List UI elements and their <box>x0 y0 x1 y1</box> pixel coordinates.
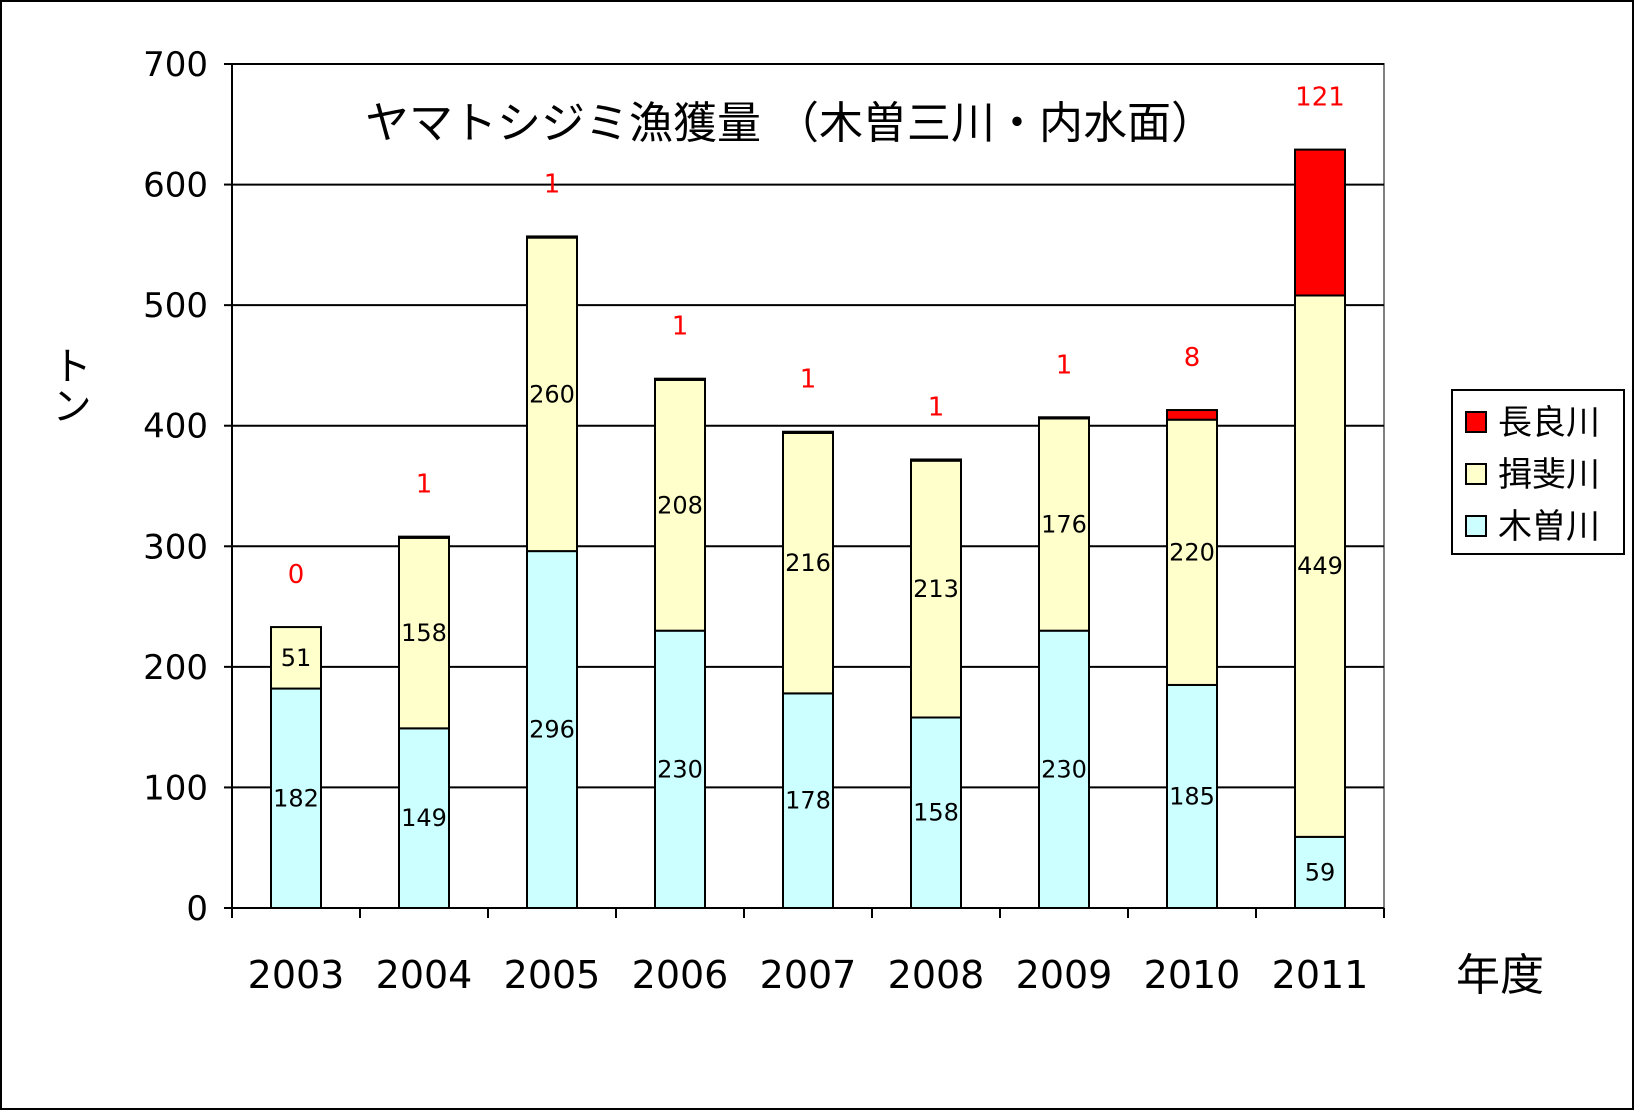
y-tick-label: 700 <box>143 45 208 85</box>
bar-2005-series-0 <box>526 550 578 909</box>
bar-2009-series-1 <box>1038 417 1090 632</box>
bars <box>270 148 1346 910</box>
x-axis-label: 年度 <box>1456 950 1544 1001</box>
data-label-2007-series-0: 178 <box>785 787 831 815</box>
data-label-2009-top: 1 <box>1056 350 1073 380</box>
bar-2004-series-0 <box>398 727 450 909</box>
y-axis-label: トン <box>45 345 91 425</box>
data-label-2004-series-0: 149 <box>401 804 447 832</box>
data-label-2010-top: 8 <box>1184 343 1201 373</box>
data-label-2010-series-1: 220 <box>1169 538 1215 566</box>
labels: 1825102003149158120042962601200523020812… <box>248 83 1369 997</box>
data-label-2005-top: 1 <box>544 169 561 199</box>
x-tick-label-2003: 2003 <box>248 953 345 997</box>
bar-2011-series-1 <box>1294 294 1346 838</box>
data-label-2009-series-0: 230 <box>1041 755 1087 783</box>
bar-2005-series-2 <box>526 235 578 239</box>
x-tick-label-2004: 2004 <box>376 953 473 997</box>
legend-swatch-2 <box>1465 515 1487 537</box>
bar-2005-series-1 <box>526 236 578 553</box>
legend-swatch-1 <box>1465 463 1487 485</box>
axes: 0 100 200 300 400 500 600 700 <box>143 45 1385 929</box>
data-label-2004-top: 1 <box>416 470 433 500</box>
legend-label-2: 木曽川 <box>1498 507 1600 547</box>
x-tick-label-2007: 2007 <box>760 953 857 997</box>
bar-2003-series-1 <box>270 626 322 690</box>
data-label-2003-series-0: 182 <box>273 784 319 812</box>
data-label-2003-series-1: 51 <box>281 644 312 672</box>
legend-label-0: 長良川 <box>1498 403 1600 443</box>
x-tick-label-2011: 2011 <box>1272 953 1369 997</box>
data-label-2009-series-1: 176 <box>1041 511 1087 539</box>
data-label-2011-series-1: 449 <box>1297 552 1343 580</box>
legend-label-1: 揖斐川 <box>1498 455 1600 495</box>
y-tick-label: 400 <box>143 407 208 447</box>
data-label-2006-series-1: 208 <box>657 491 703 519</box>
y-tick-label: 100 <box>143 768 208 808</box>
bar-2010-series-1 <box>1166 418 1218 686</box>
bar-2011-series-2 <box>1294 148 1346 297</box>
x-tick-label-2006: 2006 <box>632 953 729 997</box>
y-tick-label: 0 <box>186 889 208 929</box>
bar-2009-series-2 <box>1038 416 1090 420</box>
y-tick-label: 200 <box>143 648 208 688</box>
bar-2008-series-1 <box>910 459 962 719</box>
bar-2004-series-1 <box>398 536 450 730</box>
bar-2007-series-1 <box>782 431 834 695</box>
data-label-2004-series-1: 158 <box>401 619 447 647</box>
bar-2007-series-2 <box>782 430 834 434</box>
data-label-2005-series-0: 296 <box>529 716 575 744</box>
x-tick-label-2008: 2008 <box>888 953 985 997</box>
chart-title: ヤマトシジミ漁獲量 （木曽三川・内水面） <box>365 98 1215 149</box>
data-label-2011-top: 121 <box>1295 83 1345 113</box>
data-label-2010-series-0: 185 <box>1169 782 1215 810</box>
data-label-2005-series-1: 260 <box>529 380 575 408</box>
bar-2010-series-2 <box>1166 409 1218 421</box>
data-label-2007-top: 1 <box>800 365 817 395</box>
x-tick-label-2005: 2005 <box>504 953 601 997</box>
y-tick-label: 300 <box>143 527 208 567</box>
data-label-2007-series-1: 216 <box>785 549 831 577</box>
data-label-2011-series-0: 59 <box>1305 858 1336 886</box>
y-tick-label: 500 <box>143 286 208 326</box>
data-label-2008-series-1: 213 <box>913 575 959 603</box>
legend-swatch-0 <box>1465 411 1487 433</box>
data-label-2008-top: 1 <box>928 392 945 422</box>
data-label-2008-series-0: 158 <box>913 799 959 827</box>
y-tick-label: 600 <box>143 166 208 206</box>
bar-2006-series-2 <box>654 377 706 381</box>
x-tick-label-2009: 2009 <box>1016 953 1113 997</box>
bar-2004-series-2 <box>398 535 450 539</box>
bar-2006-series-1 <box>654 378 706 632</box>
data-label-2006-top: 1 <box>672 312 689 342</box>
data-label-2006-series-0: 230 <box>657 755 703 783</box>
x-tick-label-2010: 2010 <box>1144 953 1241 997</box>
bar-2008-series-0 <box>910 716 962 909</box>
bar-2008-series-2 <box>910 458 962 462</box>
data-label-2003-top: 0 <box>288 560 305 590</box>
